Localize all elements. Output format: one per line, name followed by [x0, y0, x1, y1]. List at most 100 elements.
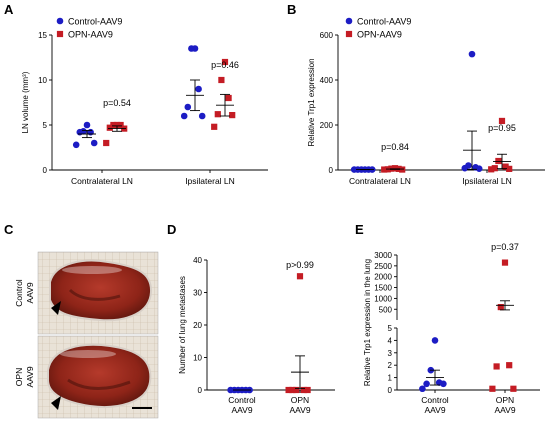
arrowhead-icon	[51, 396, 61, 410]
data-point	[229, 112, 236, 119]
y-tick-label: 4	[388, 336, 393, 345]
panel-label-d: D	[167, 222, 176, 237]
p-value-annotation: p>0.99	[286, 260, 314, 270]
arrowhead-icon	[51, 301, 61, 315]
photo-panel-c: ControlAAV9 OPNAAV9	[14, 251, 159, 419]
data-point	[461, 164, 469, 172]
data-point	[90, 139, 98, 147]
x-category-label: OPN AAV9	[494, 395, 515, 415]
data-point	[110, 121, 117, 129]
data-point	[506, 362, 513, 369]
panel-label-b: B	[287, 2, 296, 17]
data-point	[419, 385, 426, 393]
data-point	[198, 112, 206, 120]
data-point	[227, 386, 234, 394]
photo-control	[37, 251, 159, 335]
legend-label: Control-AAV9	[68, 17, 122, 27]
data-point	[498, 117, 506, 125]
data-point	[493, 363, 500, 370]
data-point	[300, 386, 307, 394]
y-tick-label: 200	[320, 121, 334, 130]
y-axis-label: LN volume (mm³)	[21, 71, 30, 133]
data-point	[106, 124, 113, 131]
data-point	[510, 385, 517, 392]
data-point	[381, 166, 388, 173]
legend-marker	[345, 17, 353, 25]
data-point	[87, 128, 94, 136]
y-tick-label: 5	[388, 324, 393, 333]
data-point	[195, 85, 202, 93]
data-point	[497, 303, 504, 311]
data-point	[431, 337, 439, 344]
y-tick-label: 400	[320, 76, 334, 85]
data-point	[489, 385, 496, 392]
chart-b-trp1-ln: 0 200 400 600 Relative Trp1 expression Contra…	[307, 17, 545, 186]
y-tick-label: 0	[43, 166, 48, 175]
y-axis-label: Relative Trp1 expression in the lung	[363, 259, 372, 386]
data-point	[211, 123, 218, 130]
y-tick-label: 2500	[374, 262, 392, 271]
x-category-label: Contralateral LN	[71, 176, 133, 186]
y-tick-label: 2	[388, 361, 393, 370]
legend-marker	[56, 17, 64, 25]
chart-d-lung-metastases: 0 10 20 30 40 Number of lung metastases Contro…	[178, 256, 335, 415]
y-tick-label: 2000	[374, 273, 392, 282]
data-point	[285, 386, 292, 394]
data-point	[502, 163, 509, 170]
x-category-label: Control AAV9	[228, 395, 256, 415]
data-point	[350, 166, 358, 173]
y-tick-label: 10	[38, 76, 47, 85]
y-tick-label: 3	[388, 349, 393, 358]
data-point	[218, 76, 225, 84]
data-point	[72, 141, 80, 149]
photo-label-opn: OPNAAV9	[14, 366, 35, 387]
data-point	[188, 45, 195, 52]
legend-label: OPN-AAV9	[68, 30, 113, 40]
panel-label-e: E	[355, 222, 364, 237]
data-point	[289, 386, 296, 394]
x-category-label: OPN AAV9	[289, 395, 310, 415]
p-value-annotation: p=0.37	[491, 242, 519, 252]
y-tick-label: 1500	[374, 284, 392, 293]
y-tick-label: 0	[198, 386, 203, 395]
p-value-annotation: p=0.95	[488, 123, 516, 133]
data-point	[488, 166, 495, 173]
y-tick-label: 5	[43, 121, 48, 130]
photo-opn	[37, 335, 159, 419]
photo-label-control: ControlAAV9	[14, 279, 35, 307]
data-point	[184, 103, 192, 111]
panel-label-c: C	[4, 222, 14, 237]
y-tick-label: 40	[193, 256, 202, 265]
y-tick-label: 15	[38, 31, 47, 40]
data-point	[225, 94, 232, 102]
y-tick-label: 500	[379, 305, 393, 314]
data-point	[475, 165, 483, 172]
data-point	[76, 128, 84, 136]
p-value-annotation: p=0.54	[103, 98, 131, 108]
data-point	[440, 380, 447, 388]
p-value-annotation: p=0.84	[381, 142, 409, 152]
data-point	[501, 259, 509, 266]
y-tick-label: 0	[388, 386, 393, 395]
x-category-label: Control AAV9	[421, 395, 449, 415]
legend-marker	[56, 30, 64, 38]
y-axis-label: Number of lung metastases	[178, 276, 187, 374]
data-point	[391, 165, 399, 172]
legend-label: Control-AAV9	[357, 17, 411, 27]
x-category-label: Ipsilateral LN	[185, 176, 235, 186]
data-point	[304, 386, 311, 394]
y-tick-label: 1	[388, 374, 393, 383]
y-tick-label: 30	[193, 289, 202, 298]
data-point	[296, 273, 304, 280]
legend-label: OPN-AAV9	[357, 30, 402, 40]
data-point	[180, 112, 188, 120]
data-point	[214, 111, 221, 118]
legend-marker	[345, 30, 353, 38]
data-point	[113, 121, 121, 129]
y-tick-label: 20	[193, 321, 202, 330]
data-point	[103, 139, 110, 147]
panel-label-a: A	[4, 2, 14, 17]
p-value-annotation: p=0.46	[211, 60, 239, 70]
